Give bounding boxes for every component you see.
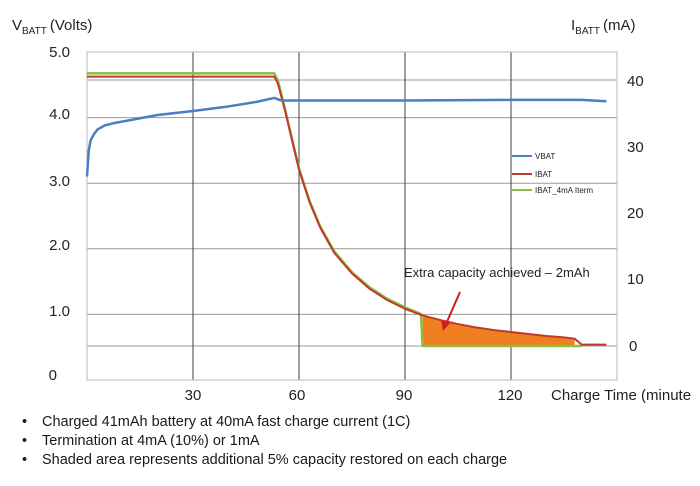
x-tick: 30: [185, 387, 202, 404]
y-right-tick: 20: [627, 205, 644, 222]
y-left-title: VBATT (Volts): [12, 17, 92, 37]
legend-label: IBAT: [535, 170, 552, 179]
y-left-tick: 4.0: [49, 106, 70, 123]
legend: VBAT IBAT IBAT_4mA Iterm: [512, 152, 593, 195]
x-tick: 60: [289, 387, 306, 404]
y-left-tick: 0: [49, 367, 57, 384]
series-lines: [85, 72, 607, 348]
annotation-arrow: [445, 291, 461, 325]
series-line-vbat: [85, 96, 607, 177]
note-item: Charged 41mAh battery at 40mA fast charg…: [22, 413, 507, 432]
x-axis-title: Charge Time (minute: [551, 387, 691, 404]
y-right-title: IBATT (mA): [571, 17, 636, 37]
note-item: Shaded area represents additional 5% cap…: [22, 451, 507, 470]
y-left-tick: 5.0: [49, 44, 70, 61]
x-tick: 120: [497, 387, 522, 404]
y-right-tick: 40: [627, 73, 644, 90]
y-left-tick: 3.0: [49, 173, 70, 190]
annotation-arrowhead: [441, 320, 450, 331]
plot-area-frame: [86, 51, 618, 381]
annotation-text: Extra capacity achieved – 2mAh: [404, 265, 590, 280]
legend-label: VBAT: [535, 152, 555, 161]
legend-label: IBAT_4mA Iterm: [535, 186, 593, 195]
y-left-tick: 2.0: [49, 237, 70, 254]
x-tick: 90: [396, 387, 413, 404]
y-right-tick: 0: [629, 338, 637, 355]
y-right-tick: 30: [627, 139, 644, 156]
y-right-tick: 10: [627, 271, 644, 288]
notes-list: Charged 41mAh battery at 40mA fast charg…: [22, 413, 507, 470]
grid-lines: [87, 51, 617, 380]
note-item: Termination at 4mA (10%) or 1mA: [22, 432, 507, 451]
y-left-tick: 1.0: [49, 303, 70, 320]
charge-chart: VBATT (Volts) IBATT (mA) 5.0 4.0 3.0 2.0 1…: [12, 17, 691, 404]
series-line-ibat: [87, 75, 607, 346]
